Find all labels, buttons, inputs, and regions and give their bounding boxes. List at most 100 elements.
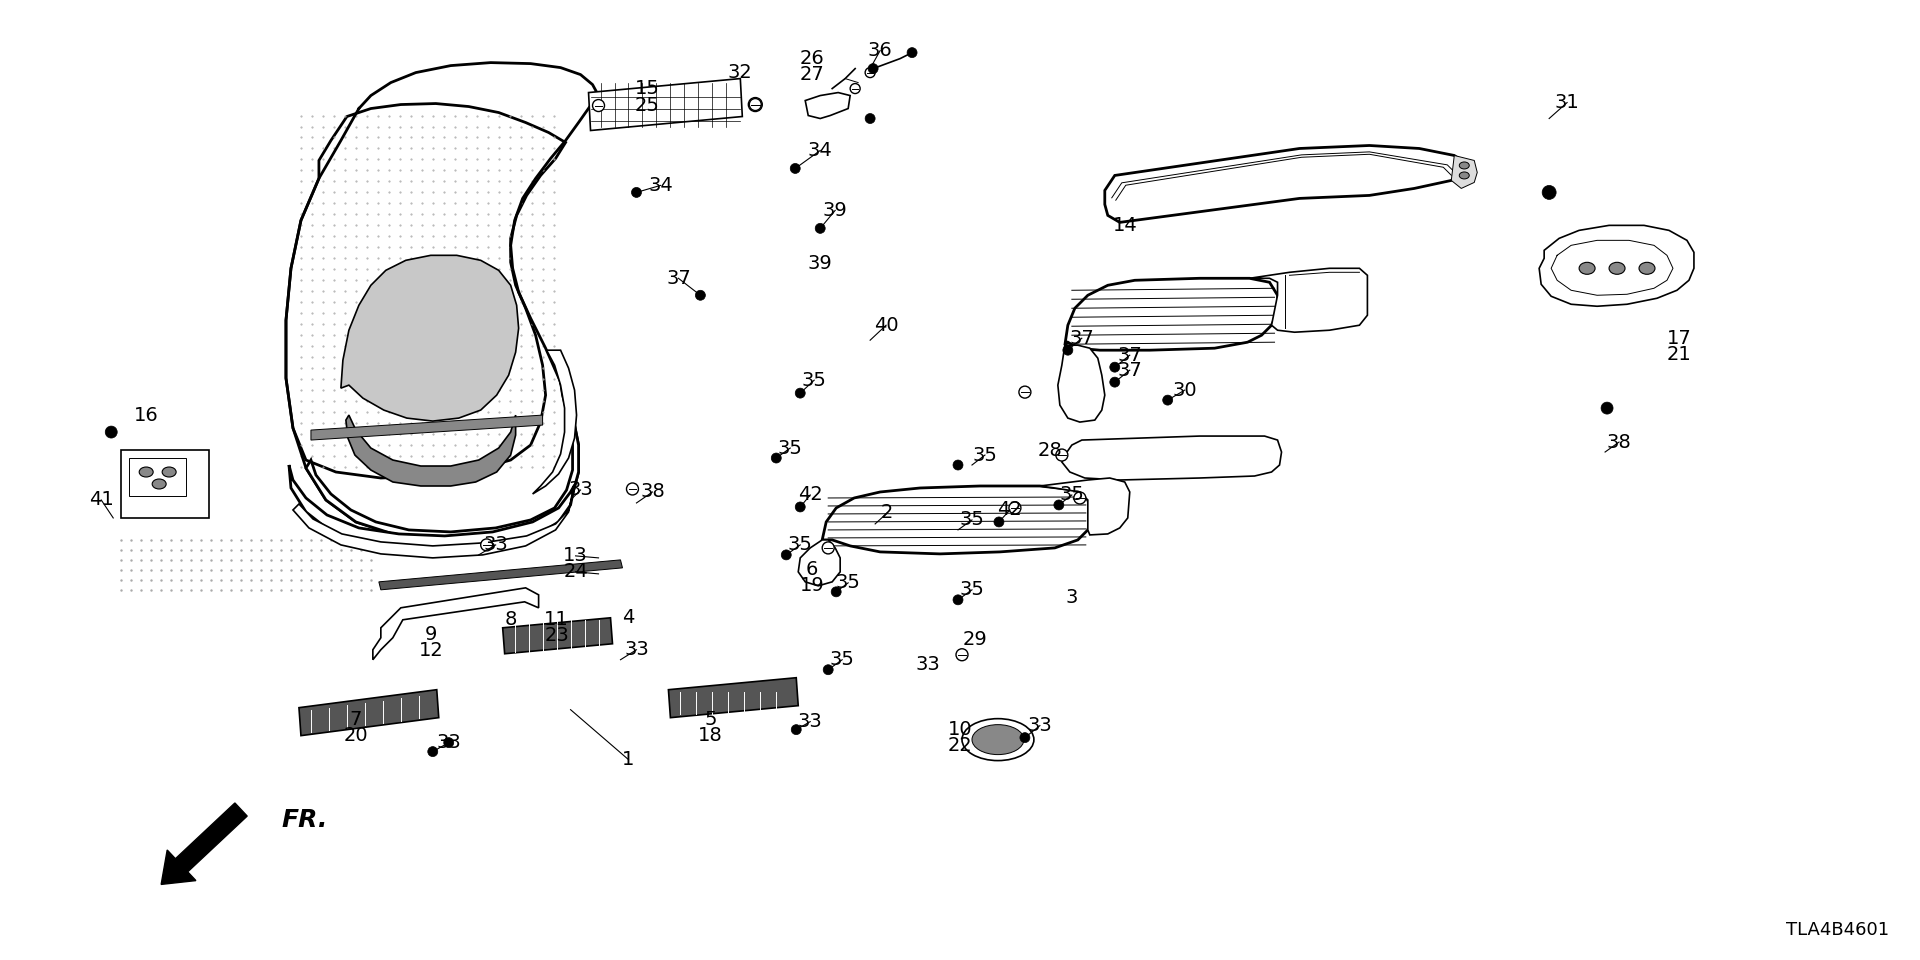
Circle shape [1054,500,1064,510]
Polygon shape [294,495,572,558]
Circle shape [444,737,453,748]
Text: 13: 13 [563,546,588,565]
Ellipse shape [152,479,167,489]
Circle shape [795,502,804,512]
Ellipse shape [161,467,177,477]
Polygon shape [286,104,566,478]
Text: 34: 34 [649,176,672,195]
Circle shape [626,483,639,495]
Circle shape [824,664,833,675]
Text: 33: 33 [436,733,461,752]
Text: 36: 36 [868,41,893,60]
Polygon shape [668,678,799,718]
Text: 37: 37 [666,269,691,288]
Circle shape [791,163,801,174]
Text: 42: 42 [799,486,822,504]
Ellipse shape [1459,172,1469,179]
Text: 29: 29 [962,631,987,649]
Text: TLA4B4601: TLA4B4601 [1786,922,1889,939]
Circle shape [1056,449,1068,461]
Ellipse shape [138,467,154,477]
Text: 33: 33 [484,536,509,555]
Circle shape [956,649,968,660]
Polygon shape [804,92,851,118]
Polygon shape [799,540,841,586]
Text: 7: 7 [349,710,363,730]
Circle shape [632,187,641,198]
Circle shape [1064,346,1073,355]
Circle shape [480,539,493,551]
Polygon shape [1104,146,1465,223]
Text: 33: 33 [568,481,593,499]
Text: 34: 34 [808,141,833,160]
Circle shape [831,587,841,597]
Text: 26: 26 [801,49,824,68]
Text: 35: 35 [960,581,985,599]
Polygon shape [129,458,186,496]
Circle shape [593,100,605,111]
Text: 6: 6 [806,561,818,580]
Circle shape [1110,362,1119,372]
Text: 20: 20 [344,726,369,745]
Circle shape [1164,396,1173,405]
Text: 35: 35 [829,650,854,669]
Text: 37: 37 [1117,346,1142,365]
Text: 39: 39 [808,253,833,273]
Polygon shape [1540,226,1693,306]
Circle shape [1008,502,1021,514]
Polygon shape [300,689,440,735]
Text: 41: 41 [88,491,113,510]
Text: 23: 23 [543,626,568,645]
Circle shape [816,224,826,233]
Circle shape [952,460,964,470]
Text: 35: 35 [803,371,828,390]
Text: 21: 21 [1667,345,1692,364]
Text: 31: 31 [1555,93,1580,112]
Ellipse shape [1640,262,1655,275]
Text: 35: 35 [787,536,812,555]
Text: 12: 12 [419,641,444,660]
FancyArrow shape [161,803,248,884]
Text: 35: 35 [960,511,985,530]
Text: 19: 19 [801,576,824,595]
Text: 4: 4 [622,609,636,627]
Circle shape [1601,402,1613,414]
Polygon shape [822,486,1092,554]
Circle shape [868,63,877,74]
Ellipse shape [1578,262,1596,275]
Circle shape [749,99,762,110]
Text: 22: 22 [948,736,972,756]
Circle shape [428,747,438,756]
Polygon shape [305,382,578,538]
Circle shape [952,595,964,605]
Circle shape [906,48,918,58]
Text: 11: 11 [543,611,568,630]
Polygon shape [311,415,543,440]
Text: 5: 5 [705,710,716,730]
Circle shape [866,67,876,78]
Text: FR.: FR. [280,807,326,831]
Circle shape [1020,732,1029,743]
Text: 33: 33 [916,656,941,674]
Polygon shape [1041,478,1129,535]
Circle shape [866,113,876,124]
Text: 24: 24 [563,563,588,582]
Text: 35: 35 [778,439,803,458]
Text: 27: 27 [801,65,824,84]
Ellipse shape [972,725,1023,755]
Text: 14: 14 [1112,216,1137,235]
Text: 17: 17 [1667,328,1692,348]
Circle shape [851,84,860,93]
Text: 32: 32 [728,63,753,83]
Circle shape [1020,386,1031,398]
Text: 42: 42 [998,500,1021,519]
Text: 16: 16 [134,405,159,424]
Polygon shape [1452,156,1476,188]
Text: 25: 25 [636,96,660,115]
Circle shape [791,725,801,734]
Circle shape [1073,492,1087,504]
Text: 39: 39 [824,201,847,220]
Polygon shape [121,450,209,518]
Text: 40: 40 [874,316,899,335]
Polygon shape [1066,278,1277,350]
